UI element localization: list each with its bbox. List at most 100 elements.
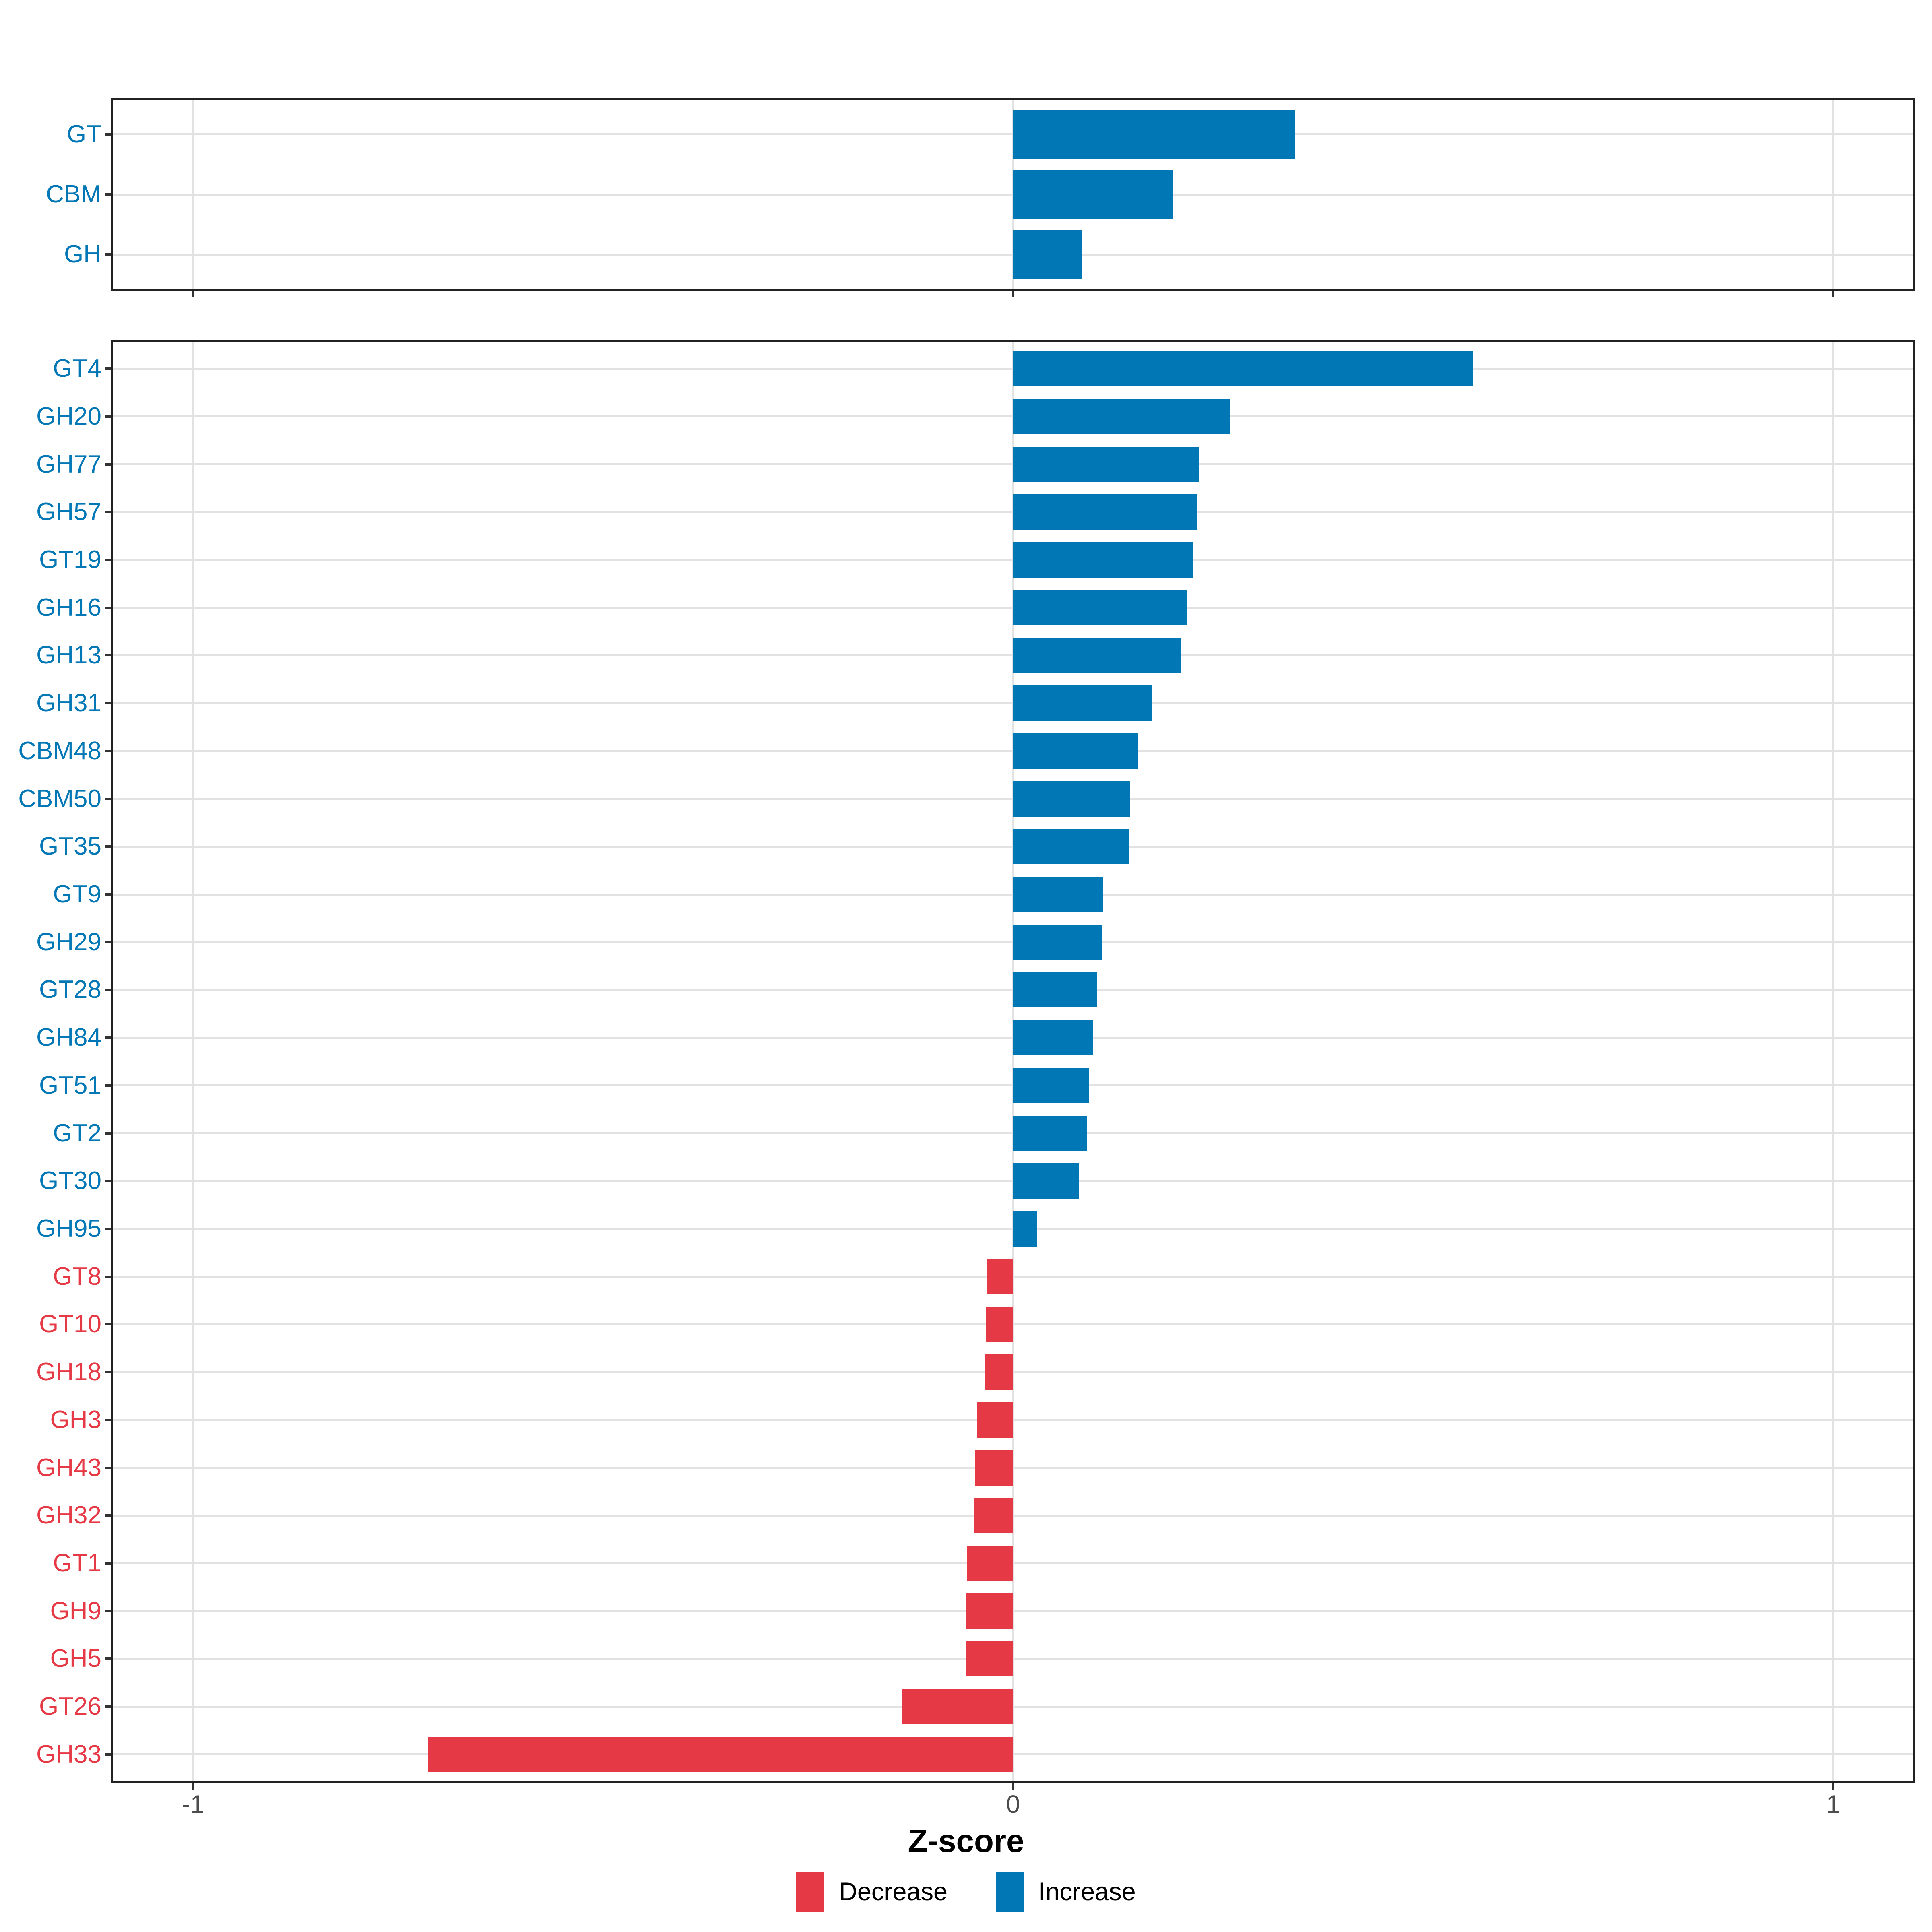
bar-GT1 [967,1545,1013,1581]
bar-GH31 [1013,685,1153,721]
y-tick-GH16 [105,606,111,609]
category-label-GH95: GH95 [36,1214,101,1243]
category-label-GH77: GH77 [36,450,101,478]
y-tick-GH57 [105,511,111,514]
category-label-GT19: GT19 [39,546,101,574]
y-tick-GH31 [105,702,111,705]
category-label-CBM: CBM [46,180,101,208]
y-tick-GT28 [105,989,111,991]
category-label-GH9: GH9 [50,1597,101,1625]
bar-GH13 [1013,638,1181,673]
category-label-GT35: GT35 [39,832,101,861]
top-panel-class-summary [111,98,1915,291]
x-tick-label: 1 [1826,1790,1840,1818]
decrease-swatch-icon [796,1872,825,1912]
y-tick-GH3 [105,1418,111,1421]
category-label-GT1: GT1 [53,1549,101,1577]
category-label-GH: GH [64,240,101,268]
category-label-GT30: GT30 [39,1167,101,1195]
bar-GH84 [1013,1020,1093,1056]
y-tick-GH32 [105,1514,111,1517]
category-label-GH18: GH18 [36,1358,101,1386]
category-label-GH32: GH32 [36,1501,101,1530]
x-tick-label: 0 [1006,1790,1020,1818]
category-label-GT9: GT9 [53,880,101,908]
bar-GH57 [1013,494,1198,530]
y-tick-GH [105,253,111,256]
bar-GT28 [1013,972,1097,1008]
x-axis-title: Z-score [908,1823,1024,1859]
category-label-GH20: GH20 [36,402,101,430]
category-label-GT28: GT28 [39,976,101,1004]
y-tick-GT35 [105,845,111,848]
y-gridline [111,1610,1915,1612]
y-gridline [111,1276,1915,1278]
y-tick-GH84 [105,1036,111,1039]
bar-GH [1013,230,1082,279]
y-tick-GT9 [105,893,111,896]
x-tick-0 [1012,291,1014,297]
bar-GT26 [902,1689,1013,1725]
category-label-GH13: GH13 [36,641,101,669]
y-tick-GT19 [105,559,111,561]
bar-GH20 [1013,398,1230,434]
category-label-GH57: GH57 [36,498,101,526]
y-tick-GH29 [105,941,111,943]
y-tick-CBM48 [105,749,111,752]
legend-label-increase: Increase [1038,1878,1136,1906]
bar-GT [1013,109,1295,159]
y-tick-GT8 [105,1275,111,1278]
bar-GH9 [966,1593,1013,1629]
y-tick-GH20 [105,415,111,418]
y-gridline [111,1419,1915,1421]
y-tick-CBM [105,193,111,196]
y-tick-GH18 [105,1371,111,1374]
category-label-GT4: GT4 [53,355,101,383]
y-tick-GH5 [105,1657,111,1660]
bar-GH16 [1013,590,1187,625]
category-label-GT2: GT2 [53,1119,101,1147]
y-tick-GH9 [105,1610,111,1612]
category-label-GH5: GH5 [50,1645,101,1673]
y-gridline [111,1514,1915,1517]
bar-GT2 [1013,1115,1087,1151]
bar-GH29 [1013,924,1102,960]
increase-swatch-icon [996,1872,1024,1912]
category-label-GT8: GT8 [53,1262,101,1290]
bar-GH77 [1013,446,1199,482]
y-tick-GH33 [105,1753,111,1756]
x-tick--1 [192,291,194,297]
y-tick-GH13 [105,654,111,657]
bar-GT30 [1013,1163,1079,1199]
y-gridline [111,1562,1915,1565]
x-tick-0 [1012,1783,1014,1790]
y-tick-GH43 [105,1466,111,1469]
bar-CBM50 [1013,781,1131,817]
bar-GH3 [977,1402,1013,1438]
y-tick-GT2 [105,1132,111,1135]
y-tick-GH95 [105,1227,111,1230]
bar-GT35 [1013,829,1129,865]
bar-GH95 [1013,1211,1037,1247]
category-label-GH84: GH84 [36,1024,101,1052]
y-tick-GT1 [105,1562,111,1565]
category-label-CBM48: CBM48 [18,737,101,765]
category-label-GH33: GH33 [36,1740,101,1768]
bar-GT19 [1013,542,1193,578]
category-label-GH31: GH31 [36,689,101,717]
x-tick--1 [192,1783,194,1790]
bar-CBM [1013,170,1173,219]
category-label-GH43: GH43 [36,1453,101,1482]
category-label-GH16: GH16 [36,593,101,621]
y-tick-GT30 [105,1180,111,1183]
bar-GT9 [1013,877,1104,912]
y-tick-GT26 [105,1705,111,1708]
y-tick-GT51 [105,1084,111,1087]
bar-GT10 [986,1307,1013,1342]
x-gridline-0 [1012,340,1014,1783]
category-label-GT: GT [66,120,101,148]
x-tick-1 [1832,1783,1835,1790]
y-gridline [111,1705,1915,1708]
y-tick-GT [105,133,111,136]
